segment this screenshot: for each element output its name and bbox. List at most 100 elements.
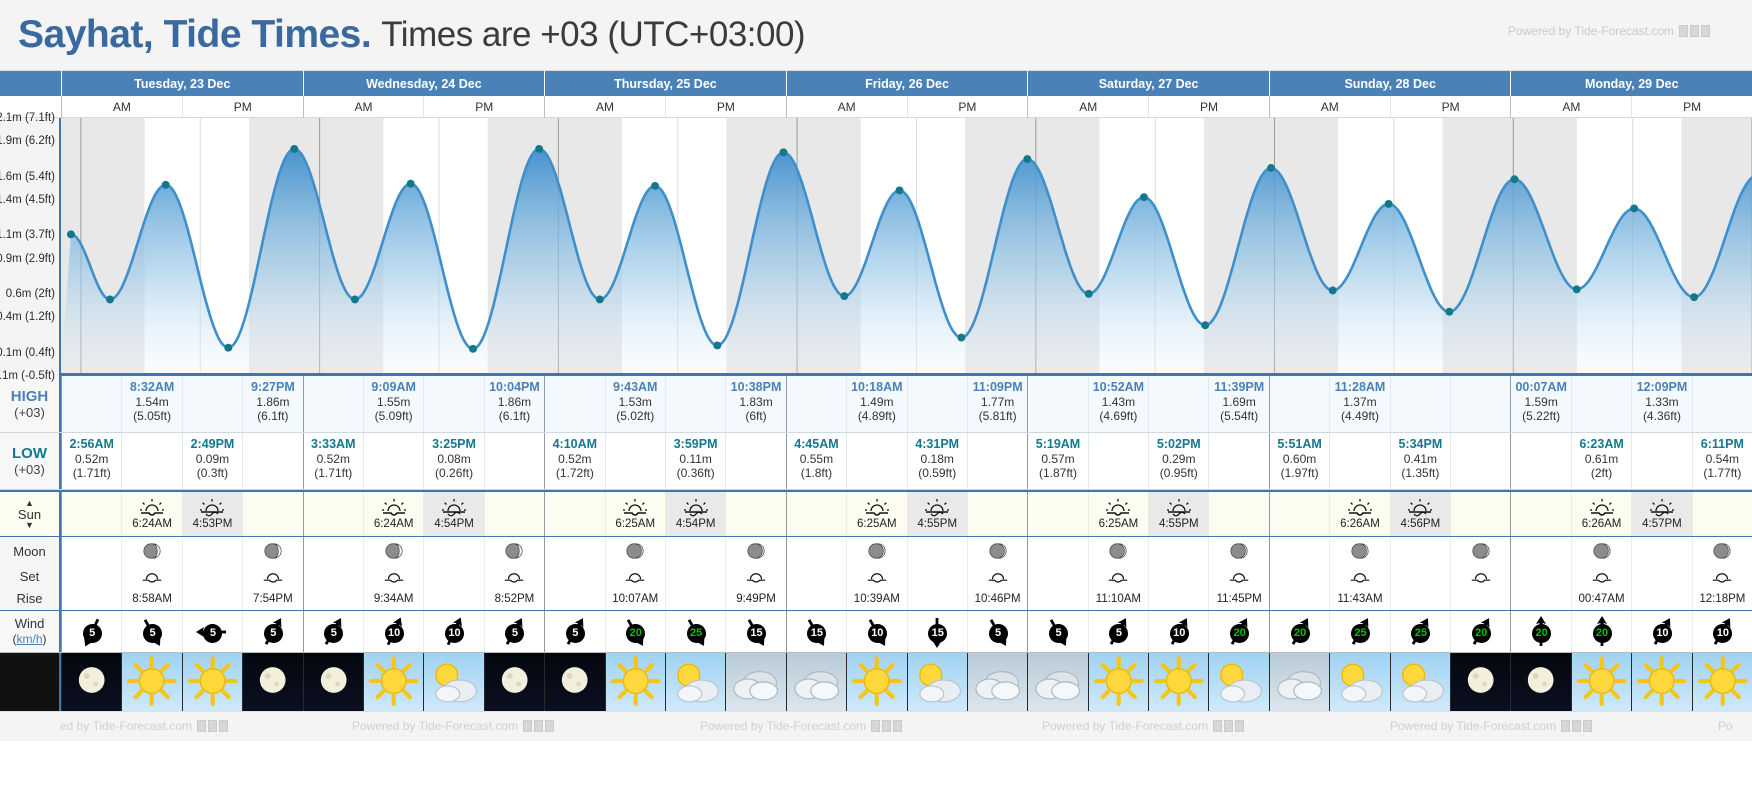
- wind-icon[interactable]: 25: [1403, 615, 1437, 649]
- moonset-cells: [61, 565, 1752, 587]
- tide-extremum-high-26[interactable]: [1630, 204, 1639, 213]
- moon-time: 10:46PM: [974, 592, 1021, 605]
- wind-icon[interactable]: 10: [1705, 615, 1739, 649]
- tide-height-m: 0.09m: [195, 451, 230, 466]
- sun-cell-5-1: 6:26AM: [1329, 492, 1390, 536]
- moonrise-icon: [263, 572, 283, 583]
- wind-icon[interactable]: 5: [316, 615, 350, 649]
- wind-icon[interactable]: 10: [377, 615, 411, 649]
- tide-extremum-high-4[interactable]: [290, 144, 299, 153]
- moonset-row: Set: [0, 565, 1752, 587]
- wind-icon[interactable]: 5: [1041, 615, 1075, 649]
- tide-extremum-high-24[interactable]: [1510, 175, 1519, 184]
- tide-extremum-low-27[interactable]: [1690, 293, 1699, 302]
- wind-icon[interactable]: 25: [679, 615, 713, 649]
- tide-extremum-low-19[interactable]: [1201, 321, 1210, 330]
- moon-cell-3-0: [786, 537, 847, 565]
- sunny-icon: [187, 656, 238, 706]
- tide-extremum-low-5[interactable]: [350, 295, 359, 304]
- wind-icon[interactable]: 20: [1283, 615, 1317, 649]
- tide-extremum-low-17[interactable]: [1084, 289, 1093, 298]
- tide-extremum-high-18[interactable]: [1139, 193, 1148, 202]
- wind-icon[interactable]: 25: [1343, 615, 1377, 649]
- sun-cell-6-0: [1511, 492, 1571, 536]
- weather-cell-6-3: [1691, 653, 1752, 711]
- moonset-cell-3-3: [966, 565, 1028, 587]
- wind-speed-badge: 5: [143, 623, 163, 643]
- tide-extremum-high-22[interactable]: [1384, 199, 1393, 208]
- sun-cell-0-1: 6:24AM: [121, 492, 182, 536]
- page-footer: ed by Tide-Forecast.com Powered by Tide-…: [0, 711, 1752, 741]
- powered-by-text: Powered by Tide-Forecast.com: [1507, 24, 1674, 38]
- tide-time: 8:32AM: [129, 380, 175, 394]
- tide-extremum-low-11[interactable]: [713, 341, 722, 350]
- wind-icon[interactable]: 15: [920, 615, 954, 649]
- low-cell-4-3: [1208, 433, 1269, 489]
- wind-icon[interactable]: 15: [739, 615, 773, 649]
- sun-cells: 6:24AM 4:53PM 6:24AM 4:54PM 6:25AM 4:54PM 6:25…: [61, 492, 1752, 536]
- tide-extremum-high-12[interactable]: [779, 148, 788, 157]
- high-cell-6-0: 00:07AM 1.59m (5.22ft): [1511, 376, 1571, 432]
- wind-icon[interactable]: 10: [1162, 615, 1196, 649]
- wind-icon[interactable]: 5: [135, 615, 169, 649]
- tide-extremum-high-2[interactable]: [161, 180, 170, 189]
- moonset-cell-5-2: [1389, 565, 1451, 587]
- tide-extremum-high-10[interactable]: [651, 182, 660, 190]
- moonset-day-3: [785, 565, 1028, 587]
- wind-icon[interactable]: 15: [799, 615, 833, 649]
- sunset-icon: [925, 498, 950, 516]
- wind-cell-1-3: 5: [483, 611, 545, 652]
- moonset-cell-4-3: [1208, 565, 1269, 587]
- wind-cell-0-3: 5: [242, 611, 303, 652]
- moonset-cell-3-1: [846, 565, 907, 587]
- tide-extremum-low-23[interactable]: [1445, 307, 1454, 316]
- wind-unit-close: ): [42, 631, 47, 646]
- tide-extremum-high-14[interactable]: [895, 186, 904, 195]
- high-tide-cells: 8:32AM 1.54m (5.05ft) 9:27PM 1.86m (6.1ft) 9:0…: [61, 376, 1752, 432]
- tide-extremum-high-6[interactable]: [406, 179, 415, 188]
- powered-by-footer-1: ed by Tide-Forecast.com: [60, 719, 229, 733]
- tide-height-ft: (0.26ft): [435, 465, 474, 480]
- tide-extremum-low-25[interactable]: [1572, 285, 1581, 294]
- wind-icon[interactable]: 20: [1222, 615, 1256, 649]
- wind-unit-link[interactable]: km/h: [16, 631, 43, 646]
- tide-extremum-high-8[interactable]: [535, 144, 544, 153]
- wind-icon[interactable]: 5: [497, 615, 531, 649]
- wind-icon[interactable]: 5: [558, 615, 592, 649]
- tide-extremum-high-20[interactable]: [1267, 164, 1276, 172]
- tide-extremum-high-16[interactable]: [1023, 155, 1032, 163]
- tide-extremum-low-3[interactable]: [224, 343, 233, 352]
- moonrise-cell-2-3: 9:49PM: [725, 587, 786, 610]
- wind-icon[interactable]: 20: [1464, 615, 1498, 649]
- tide-extremum-high-0[interactable]: [66, 230, 75, 239]
- moonset-cell-1-1: [362, 565, 424, 587]
- wind-icon[interactable]: 10: [437, 615, 471, 649]
- moon-cell-4-0: [1028, 537, 1088, 565]
- tide-extremum-low-15[interactable]: [957, 333, 966, 342]
- wind-icon[interactable]: 20: [1585, 615, 1619, 649]
- tide-extremum-low-1[interactable]: [106, 295, 115, 304]
- tide-extremum-low-13[interactable]: [840, 292, 849, 300]
- tide-chart-row: 2.1m (7.1ft) 1.9m (6.2ft) 1.6m (5.4ft) 1.4m…: [0, 112, 1752, 382]
- day-header-row: Tuesday, 23 Dec Wednesday, 24 Dec Thursday…: [0, 71, 1752, 96]
- wind-icon[interactable]: 5: [195, 615, 229, 649]
- wind-icon[interactable]: 5: [1101, 615, 1135, 649]
- wind-icon[interactable]: 5: [256, 615, 290, 649]
- wind-icon[interactable]: 20: [618, 615, 652, 649]
- low-cell-1-0: 3:33AM 0.52m (1.71ft): [303, 433, 363, 489]
- tide-extremum-low-9[interactable]: [595, 295, 604, 304]
- tide-extremum-low-7[interactable]: [469, 344, 478, 353]
- tide-curve-plot[interactable]: [61, 118, 1752, 376]
- tide-extremum-low-21[interactable]: [1328, 286, 1337, 295]
- wind-speed-badge: 10: [1169, 623, 1189, 643]
- wind-icon[interactable]: 5: [981, 615, 1015, 649]
- wind-icon[interactable]: 10: [1645, 615, 1679, 649]
- wind-icon[interactable]: 10: [860, 615, 894, 649]
- moon-row: Moon: [0, 537, 1752, 565]
- wind-icon[interactable]: 20: [1524, 615, 1558, 649]
- tide-height-ft: (1.35ft): [1401, 465, 1440, 480]
- wind-cell-2-3: 15: [725, 611, 786, 652]
- moonrise-cell-4-0: [1028, 587, 1088, 610]
- wind-icon[interactable]: 5: [75, 615, 109, 649]
- moon-cell-0-1: [121, 537, 182, 565]
